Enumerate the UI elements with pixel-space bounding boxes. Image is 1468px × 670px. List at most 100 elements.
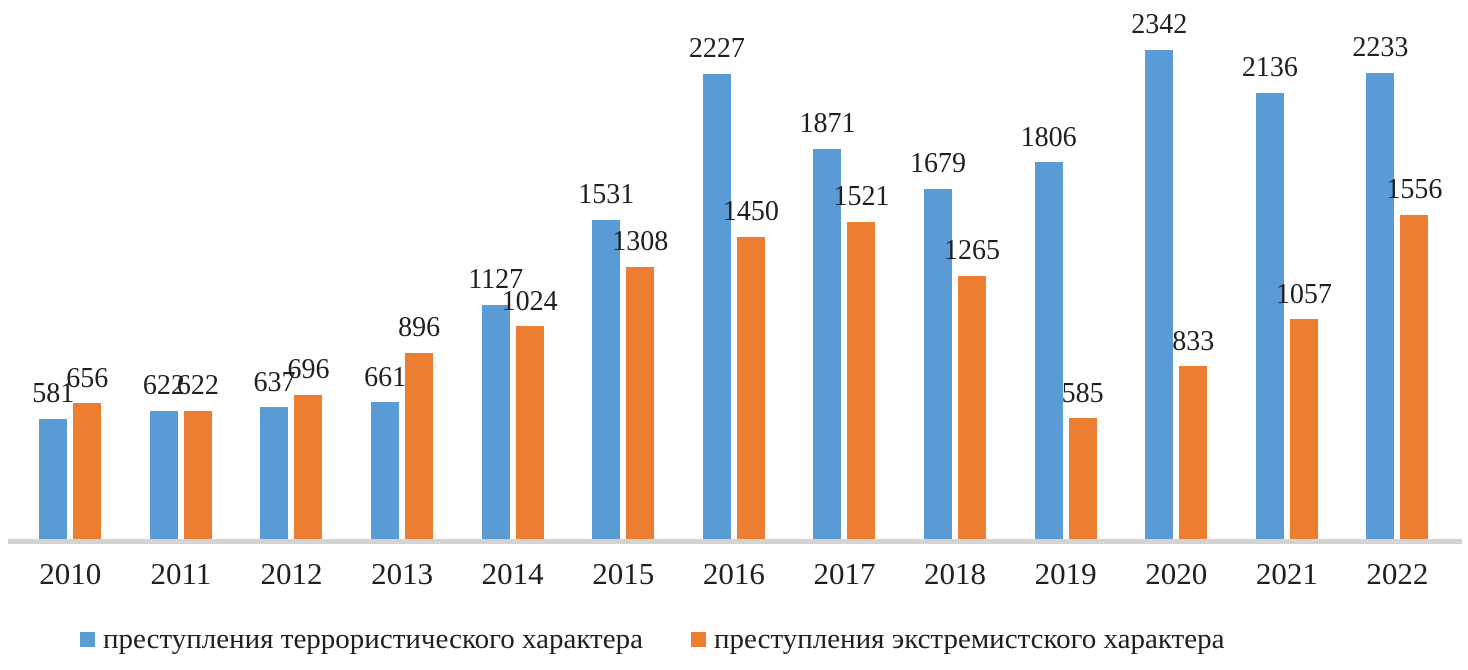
bar-value-label-extremist-crimes-2019: 585 [1061,377,1104,409]
bar-terrorist-crimes-2014 [481,304,510,541]
legend-label-extremist-crimes: преступления экстремистского характера [713,623,1225,655]
bar-group-2021: 2136 1057 [1232,0,1343,541]
barwrap-extremist-crimes-2014: 1024 [502,286,558,541]
bar-group-2016: 2227 1450 [679,0,790,541]
legend-item-extremist-crimes: преступления экстремистского характера [690,623,1225,656]
x-axis-label-2022: 2022 [1366,556,1429,591]
barwrap-extremist-crimes-2011: 622 [177,370,219,541]
bar-terrorist-crimes-2018 [924,189,953,541]
bar-groups: 581 656 622 622 637 696 661 896 1127 1024 1531 1308… [15,0,1453,541]
bar-extremist-crimes-2021 [1289,319,1318,541]
barwrap-extremist-crimes-2019: 585 [1062,378,1104,541]
bar-value-label-terrorist-crimes-2012: 637 [253,366,296,398]
x-axis-label-2010: 2010 [39,556,102,591]
legend-item-terrorist-crimes: преступления террористического характера [80,623,643,656]
x-axis-label-2018: 2018 [924,556,987,591]
x-axis-label-2011: 2011 [150,556,212,591]
bar-group-2017: 1871 1521 [789,0,900,541]
barwrap-extremist-crimes-2010: 656 [66,363,108,541]
bar-extremist-crimes-2016 [736,237,765,541]
x-axis-labels: 2010 2011 2012 2013 2014 2015 2016 2017 2018 2019… [15,556,1453,592]
x-axis-label-2012: 2012 [260,556,323,591]
bar-value-label-extremist-crimes-2012: 696 [287,354,330,386]
barwrap-extremist-crimes-2020: 833 [1172,326,1214,541]
barwrap-terrorist-crimes-2020: 2342 [1131,9,1187,541]
bar-value-label-extremist-crimes-2015: 1308 [612,225,669,257]
bar-group-2015: 1531 1308 [568,0,679,541]
barwrap-terrorist-crimes-2010: 581 [32,379,74,541]
bar-value-label-extremist-crimes-2017: 1521 [833,181,890,213]
bar-extremist-crimes-2013 [405,353,434,541]
bar-value-label-extremist-crimes-2014: 1024 [501,285,558,317]
x-axis-label-2014: 2014 [481,556,544,591]
bar-terrorist-crimes-2015 [592,220,621,541]
barwrap-extremist-crimes-2013: 896 [398,313,440,541]
bar-group-2012: 637 696 [236,0,347,541]
barwrap-terrorist-crimes-2015: 1531 [578,179,634,541]
bar-group-2014: 1127 1024 [457,0,568,541]
bar-value-label-extremist-crimes-2013: 896 [398,312,441,344]
bar-value-label-terrorist-crimes-2017: 1871 [799,107,856,139]
legend-marker-terrorist-crimes-icon [80,632,95,648]
bar-value-label-terrorist-crimes-2013: 661 [364,361,407,393]
bar-value-label-extremist-crimes-2020: 833 [1172,325,1215,357]
bar-value-label-terrorist-crimes-2020: 2342 [1131,9,1188,41]
barwrap-extremist-crimes-2015: 1308 [612,226,668,541]
bar-value-label-terrorist-crimes-2010: 581 [32,378,75,410]
bar-terrorist-crimes-2010 [39,419,68,541]
bar-group-2019: 1806 585 [1010,0,1121,541]
x-axis-label-2020: 2020 [1145,556,1208,591]
bar-value-label-terrorist-crimes-2015: 1531 [578,179,635,211]
bar-extremist-crimes-2011 [183,410,212,541]
bar-terrorist-crimes-2017 [813,148,842,541]
bar-extremist-crimes-2010 [73,403,102,541]
bar-value-label-terrorist-crimes-2014: 1127 [468,263,524,295]
x-axis-line [8,539,1462,544]
barwrap-terrorist-crimes-2017: 1871 [799,108,855,541]
barwrap-terrorist-crimes-2021: 2136 [1242,53,1298,541]
bar-group-2018: 1679 1265 [900,0,1011,541]
x-axis-label-2021: 2021 [1255,556,1318,591]
bar-terrorist-crimes-2011 [149,410,178,541]
bar-terrorist-crimes-2021 [1255,93,1284,541]
barwrap-terrorist-crimes-2014: 1127 [468,264,523,541]
bar-extremist-crimes-2014 [515,326,544,541]
x-axis-label-2017: 2017 [813,556,876,591]
bar-terrorist-crimes-2016 [702,74,731,541]
bar-group-2013: 661 896 [347,0,458,541]
barwrap-terrorist-crimes-2019: 1806 [1021,122,1077,541]
legend-marker-extremist-crimes-icon [690,632,706,648]
bar-extremist-crimes-2015 [626,266,655,541]
barwrap-terrorist-crimes-2016: 2227 [689,34,745,541]
barwrap-terrorist-crimes-2018: 1679 [910,148,966,541]
bar-value-label-extremist-crimes-2010: 656 [66,362,109,394]
bar-value-label-extremist-crimes-2022: 1556 [1386,174,1443,205]
bar-extremist-crimes-2020 [1179,366,1208,541]
barwrap-terrorist-crimes-2013: 661 [364,362,406,541]
barwrap-terrorist-crimes-2012: 637 [253,367,295,541]
bar-group-2020: 2342 833 [1121,0,1232,541]
bar-extremist-crimes-2017 [847,222,876,541]
bar-value-label-terrorist-crimes-2022: 2233 [1352,32,1409,64]
plot-area: 581 656 622 622 637 696 661 896 1127 1024 1531 1308… [15,0,1453,541]
bar-extremist-crimes-2018 [958,275,987,541]
bar-terrorist-crimes-2013 [371,402,400,541]
x-axis-label-2015: 2015 [592,556,655,591]
x-axis-label-2019: 2019 [1034,556,1097,591]
bar-value-label-extremist-crimes-2016: 1450 [722,196,779,228]
bar-group-2022: 2233 1556 [1342,0,1453,541]
bar-value-label-extremist-crimes-2011: 622 [176,369,219,401]
bar-group-2010: 581 656 [15,0,126,541]
bar-value-label-extremist-crimes-2021: 1057 [1275,278,1332,310]
barwrap-extremist-crimes-2021: 1057 [1276,279,1332,541]
barwrap-extremist-crimes-2016: 1450 [723,196,779,541]
barwrap-extremist-crimes-2018: 1265 [944,235,1000,541]
barwrap-extremist-crimes-2022: 1556 [1386,174,1442,541]
barwrap-terrorist-crimes-2011: 622 [143,370,185,541]
bar-extremist-crimes-2022 [1400,214,1429,541]
x-axis-label-2016: 2016 [702,556,765,591]
bar-group-2011: 622 622 [126,0,237,541]
barwrap-extremist-crimes-2017: 1521 [833,182,889,541]
bar-value-label-terrorist-crimes-2018: 1679 [910,148,967,180]
